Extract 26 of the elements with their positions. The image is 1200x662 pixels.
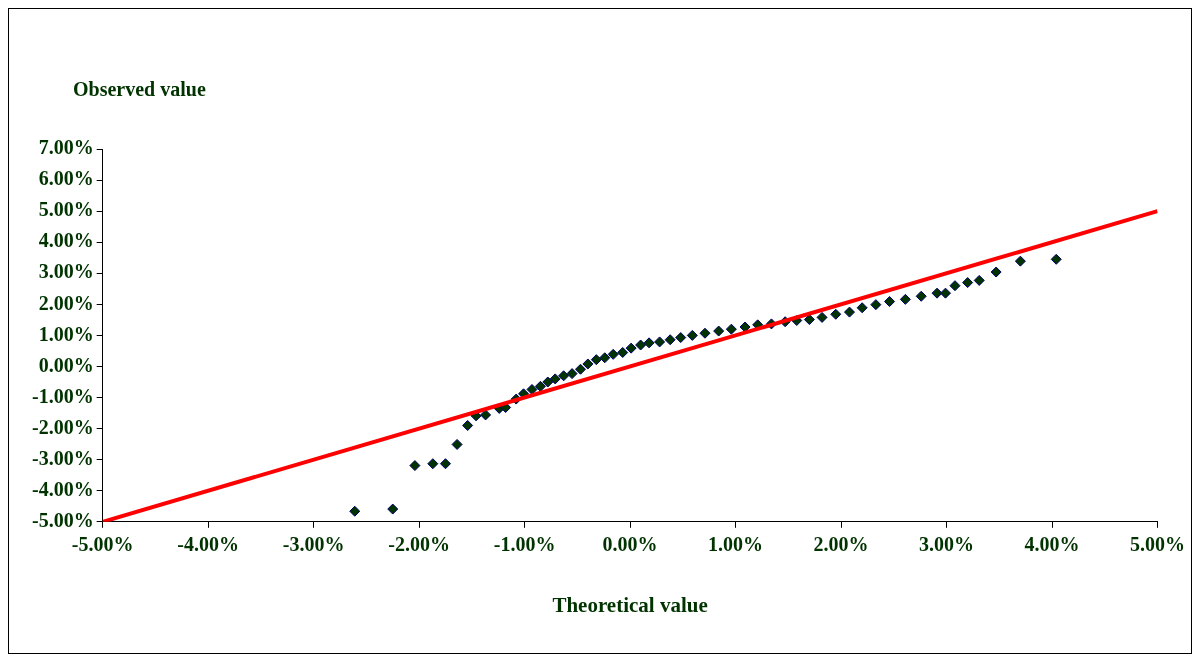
y-tick-label: 1.00% [38, 322, 94, 345]
x-tick-label: -3.00% [282, 532, 345, 555]
y-tick-label: -4.00% [31, 477, 94, 500]
y-tick-label: 3.00% [38, 260, 94, 283]
x-tick-label: 1.00% [708, 532, 764, 555]
x-axis-title: Theoretical value [552, 592, 708, 617]
y-tick-label: 0.00% [38, 353, 94, 376]
y-tick-label: 5.00% [38, 198, 94, 221]
y-tick-label: 4.00% [38, 229, 94, 252]
x-tick-label: 4.00% [1024, 532, 1080, 555]
x-tick-label: 2.00% [813, 532, 869, 555]
y-tick-label: -3.00% [31, 446, 94, 469]
y-tick-label: -2.00% [31, 415, 94, 438]
y-tick-label: -1.00% [31, 384, 94, 407]
x-tick-label: -2.00% [388, 532, 450, 555]
x-tick-label: -5.00% [71, 532, 134, 555]
y-tick-label: -5.00% [31, 508, 94, 531]
x-tick-label: -4.00% [177, 532, 239, 555]
y-tick-label: 2.00% [38, 291, 94, 314]
y-axis-title: Observed value [73, 78, 206, 101]
x-tick-label: 0.00% [602, 532, 658, 555]
y-tick-label: 6.00% [38, 167, 94, 190]
x-tick-label: 5.00% [1130, 532, 1185, 555]
x-tick-label: -1.00% [493, 532, 556, 555]
y-tick-label: 7.00% [38, 136, 94, 159]
x-tick-label: 3.00% [919, 532, 975, 555]
